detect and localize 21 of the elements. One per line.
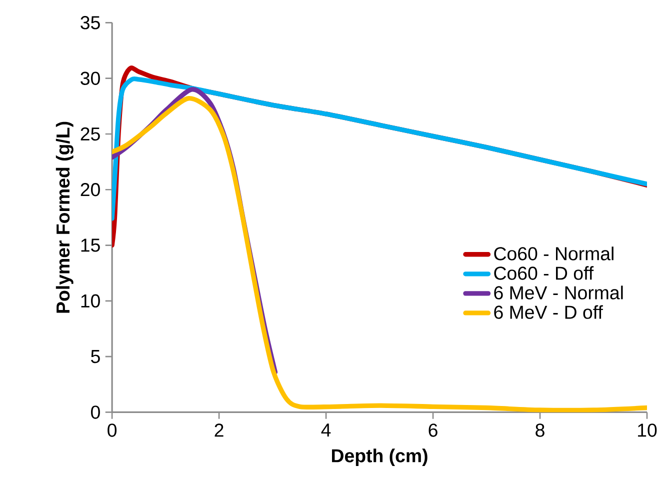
x-tick-label: 8 [536,424,544,438]
x-tick-label: 0 [108,424,117,438]
y-tick-label: 15 [81,238,100,252]
y-tick-label: 10 [81,294,100,308]
legend-label: 6 MeV - Normal [494,286,623,300]
line-series [112,76,647,222]
y-tick-label: 20 [80,183,100,196]
legend-label: Co60 - Normal [494,246,614,261]
x-tick-label: 2 [214,424,224,437]
legend-label: Co60 - D off [494,266,594,280]
y-tick-label: 25 [80,128,100,141]
y-axis-title: Polymer Formed (g/L) [56,122,74,313]
legend-label: 6 MeV - D off [494,305,603,320]
y-tick-label: 30 [80,72,100,86]
y-tick-label: 0 [91,406,100,420]
y-tick-label: 35 [80,16,100,30]
x-tick-label: 6 [428,424,438,438]
x-tick-label: 10 [638,424,657,438]
y-tick-label: 5 [91,350,100,364]
x-tick-label: 4 [321,424,331,437]
x-axis-title: Depth (cm) [332,448,428,466]
